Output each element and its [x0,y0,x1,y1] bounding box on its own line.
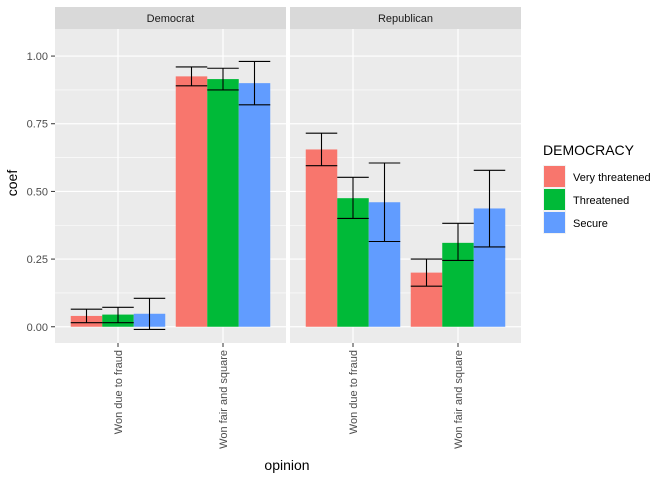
legend-swatch [544,189,565,210]
x-tick-label: Won fair and square [218,350,230,449]
bar [207,79,239,327]
error-bar [442,222,474,261]
legend-swatch [544,212,565,233]
x-tick-label: Won due to fraud [348,350,360,434]
error-bar [368,162,401,243]
legend-item: Threatened [543,188,629,211]
legend-label: Threatened [573,195,629,207]
bar [238,83,271,327]
error-bar [410,258,443,287]
error-bar [102,306,134,324]
x-tick-label: Won fair and square [453,350,465,449]
error-bar [175,66,208,87]
y-tick-label: 0.75 [27,119,48,131]
error-bar [207,67,239,91]
y-tick-label: 0.25 [27,254,48,266]
facet-strip [290,7,521,29]
facet-label: Republican [378,13,433,25]
legend-item: Secure [543,211,608,234]
legend-swatch [544,166,565,187]
facet-strip [55,7,286,29]
bar [175,76,208,327]
y-tick-label: 0.00 [27,322,48,334]
error-bar [337,176,369,220]
x-tick-label: Won due to fraud [113,350,125,434]
legend-title: DEMOCRACY [543,142,635,158]
error-bar [305,132,338,167]
bar [337,198,369,327]
error-bar [473,169,506,248]
bar [305,149,338,327]
error-bar [70,308,103,324]
x-axis-title: opinion [264,457,309,473]
error-bar [133,297,166,331]
legend-label: Secure [573,218,608,230]
y-axis-title: coef [4,170,20,197]
legend-item: Very threatened [543,165,651,188]
facet-label: Democrat [147,13,195,25]
error-bar [238,60,271,106]
y-tick-label: 1.00 [27,51,48,63]
y-tick-label: 0.50 [27,186,48,198]
legend-label: Very threatened [573,172,651,184]
